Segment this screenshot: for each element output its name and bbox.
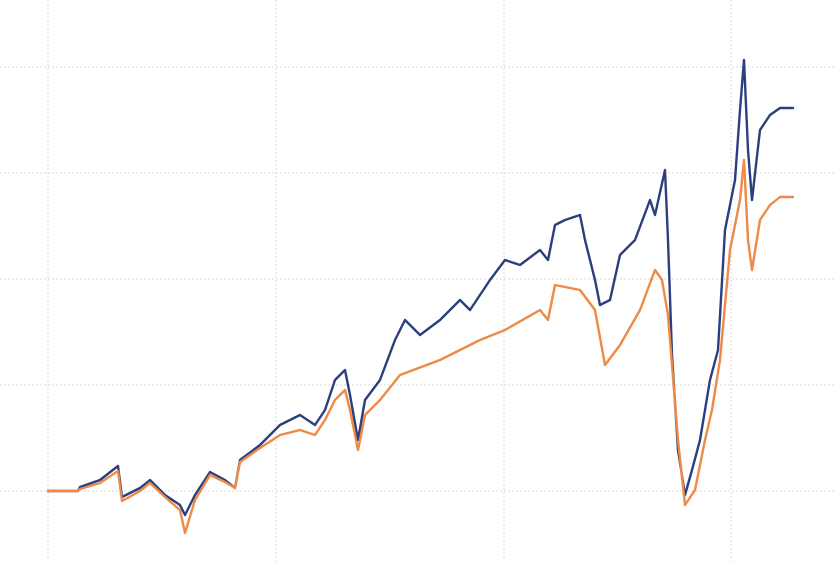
line-series xyxy=(46,158,795,535)
line-series xyxy=(46,58,795,517)
